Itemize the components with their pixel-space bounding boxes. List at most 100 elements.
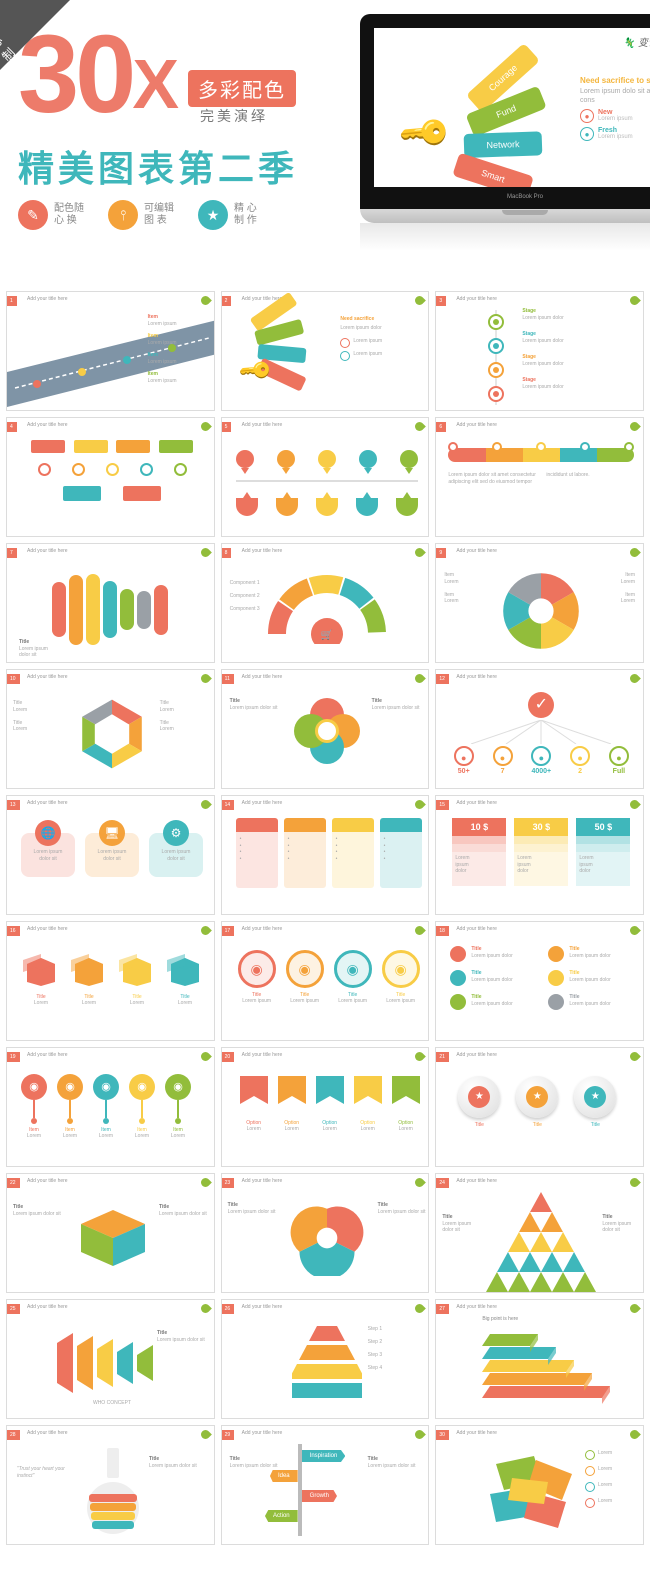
thumb-tab: 15 bbox=[436, 800, 449, 810]
feature-item: ✎ 配色随心 换 bbox=[18, 200, 86, 230]
thumb-tab: 14 bbox=[222, 800, 235, 810]
thumb-tab: 19 bbox=[7, 1052, 20, 1062]
slide-thumb-9[interactable]: 9 Add your title here ItemLoremItemLorem… bbox=[435, 543, 644, 663]
leaf-icon bbox=[628, 672, 641, 685]
leaf-icon bbox=[199, 924, 212, 937]
thumb-tab: 3 bbox=[436, 296, 446, 306]
slide-thumb-10[interactable]: 10 Add your title here TitleLoremTitleLo… bbox=[6, 669, 215, 789]
hero: 精心制作 30X 多彩配色 完美演绎 精美图表第二季 ✎ 配色随心 换 ⫯ 可编… bbox=[0, 0, 650, 285]
slide-thumb-16[interactable]: 16 Add your title here TitleLoremTitleLo… bbox=[6, 921, 215, 1041]
thumb-tab: 6 bbox=[436, 422, 446, 432]
screen-side-text: Need sacrifice to su Lorem ipsum dolo si… bbox=[580, 76, 650, 141]
slide-thumb-25[interactable]: 25 Add your title here WHO CONCEPT Title… bbox=[6, 1299, 215, 1419]
leaf-icon bbox=[199, 672, 212, 685]
thumb-tab: 7 bbox=[7, 548, 17, 558]
thumb-tab: 18 bbox=[436, 926, 449, 936]
leaf-icon bbox=[628, 798, 641, 811]
slide-thumb-27[interactable]: 27 Add your title here Big point is here bbox=[435, 1299, 644, 1419]
side-item-icon: ● bbox=[580, 127, 594, 141]
slide-thumb-28[interactable]: 28 Add your title here "Trust your heart… bbox=[6, 1425, 215, 1545]
thumb-title: Add your title here bbox=[27, 926, 68, 932]
thumb-title: Add your title here bbox=[456, 548, 497, 554]
slide-thumb-21[interactable]: 21 Add your title here ★Title★Title★Titl… bbox=[435, 1047, 644, 1167]
thumb-tab: 30 bbox=[436, 1430, 449, 1440]
thumb-title: Add your title here bbox=[456, 1052, 497, 1058]
key-tag: Network bbox=[464, 131, 543, 158]
side-item: ● NewLorem ipsum bbox=[580, 109, 650, 123]
slide-thumb-17[interactable]: 17 Add your title here ◉TitleLorem ipsum… bbox=[221, 921, 430, 1041]
leaf-icon bbox=[199, 294, 212, 307]
laptop-mock: 🦎 变色龙 CourageFundNetworkSmart 🔑 Need sac… bbox=[360, 14, 650, 251]
slide-thumb-2[interactable]: 2 Add your title here 🔑 Need sacrifice L… bbox=[221, 291, 430, 411]
leaf-icon bbox=[199, 546, 212, 559]
slide-thumb-19[interactable]: 19 Add your title here ◉ItemLorem◉ItemLo… bbox=[6, 1047, 215, 1167]
leaf-icon bbox=[199, 798, 212, 811]
corner-ribbon: 精心制作 bbox=[0, 0, 70, 70]
slide-thumb-1[interactable]: 1 Add your title here ItemLorem ipsumIte… bbox=[6, 291, 215, 411]
leaf-icon bbox=[628, 294, 641, 307]
laptop-reflection bbox=[360, 223, 650, 251]
slide-thumb-30[interactable]: 30 Add your title here LoremLoremLoremLo… bbox=[435, 1425, 644, 1545]
laptop-label: MacBook Pro bbox=[507, 194, 543, 200]
feature-item: ⫯ 可编辑图 表 bbox=[108, 200, 176, 230]
leaf-icon bbox=[413, 1050, 426, 1063]
slide-thumb-4[interactable]: 4 Add your title here bbox=[6, 417, 215, 537]
slide-thumb-8[interactable]: 8 Add your title here 🛒 Component 1Compo… bbox=[221, 543, 430, 663]
slide-thumb-23[interactable]: 23 Add your title here TitleLorem ipsum … bbox=[221, 1173, 430, 1293]
side-item: ● FreshLorem ipsum bbox=[580, 127, 650, 141]
thumb-tab: 22 bbox=[7, 1178, 20, 1188]
thumb-title: Add your title here bbox=[456, 674, 497, 680]
feature-item: ★ 精 心制 作 bbox=[198, 200, 266, 230]
thumb-title: Add your title here bbox=[242, 926, 283, 932]
thumb-title: Add your title here bbox=[242, 674, 283, 680]
leaf-icon bbox=[413, 1302, 426, 1315]
thumb-tab: 9 bbox=[436, 548, 446, 558]
thumb-tab: 28 bbox=[7, 1430, 20, 1440]
leaf-icon bbox=[413, 1428, 426, 1441]
side-blurb: Lorem ipsum dolo sit amet cons bbox=[580, 87, 650, 105]
slide-thumb-7[interactable]: 7 Add your title here TitleLorem ipsum d… bbox=[6, 543, 215, 663]
hero-subtitle: 精美图表第二季 bbox=[18, 140, 298, 192]
feature-text: 配色随心 换 bbox=[54, 203, 86, 227]
thumb-tab: 4 bbox=[7, 422, 17, 432]
slide-thumb-29[interactable]: 29 Add your title here InspirationIdeaGr… bbox=[221, 1425, 430, 1545]
thumb-title: Add your title here bbox=[27, 1052, 68, 1058]
feature-icon: ★ bbox=[198, 200, 228, 230]
slide-thumb-6[interactable]: 6 Add your title here Lorem ipsum dolor … bbox=[435, 417, 644, 537]
brand-logo: 🦎 变色龙 bbox=[623, 34, 650, 49]
slide-thumb-18[interactable]: 18 Add your title here TitleLorem ipsum … bbox=[435, 921, 644, 1041]
thumb-tab: 29 bbox=[222, 1430, 235, 1440]
leaf-icon bbox=[413, 672, 426, 685]
leaf-icon bbox=[628, 1428, 641, 1441]
leaf-icon bbox=[199, 420, 212, 433]
thumb-title: Add your title here bbox=[242, 1052, 283, 1058]
slide-thumb-13[interactable]: 13 Add your title here 🌐Lorem ipsumdolor… bbox=[6, 795, 215, 915]
feature-text: 精 心制 作 bbox=[234, 203, 266, 227]
thumb-title: Add your title here bbox=[456, 800, 497, 806]
key-icon: 🔑 bbox=[396, 105, 454, 163]
feature-icon: ⫯ bbox=[108, 200, 138, 230]
thumb-tab: 23 bbox=[222, 1178, 235, 1188]
slide-thumb-3[interactable]: 3 Add your title here StageLorem ipsum d… bbox=[435, 291, 644, 411]
thumb-title: Add your title here bbox=[27, 1178, 68, 1184]
leaf-icon bbox=[199, 1176, 212, 1189]
leaf-icon bbox=[628, 924, 641, 937]
thumb-title: Add your title here bbox=[456, 422, 497, 428]
slide-thumb-22[interactable]: 22 Add your title here TitleLorem ipsum … bbox=[6, 1173, 215, 1293]
slide-thumb-14[interactable]: 14 Add your title here •••••••••••••••• bbox=[221, 795, 430, 915]
thumb-title: Add your title here bbox=[27, 548, 68, 554]
slide-thumb-12[interactable]: 12 Add your title here ✓ ●50+●7●4000+●2●… bbox=[435, 669, 644, 789]
slide-thumb-24[interactable]: 24 Add your title here TitleLorem ipsum … bbox=[435, 1173, 644, 1293]
thumb-tab: 1 bbox=[7, 296, 17, 306]
leaf-icon bbox=[628, 420, 641, 433]
slide-thumb-5[interactable]: 5 Add your title here bbox=[221, 417, 430, 537]
thumb-title: Add your title here bbox=[456, 926, 497, 932]
slide-thumb-26[interactable]: 26 Add your title here Step 1Step 2Step … bbox=[221, 1299, 430, 1419]
slide-thumb-15[interactable]: 15 Add your title here 10 $Loremipsumdol… bbox=[435, 795, 644, 915]
slide-thumb-20[interactable]: 20 Add your title here OptionLoremOption… bbox=[221, 1047, 430, 1167]
thumb-title: Add your title here bbox=[242, 548, 283, 554]
side-heading: Need sacrifice to su bbox=[580, 76, 650, 85]
slide-thumb-11[interactable]: 11 Add your title here TitleLorem ipsum … bbox=[221, 669, 430, 789]
perfect-text: 完美演绎 bbox=[200, 106, 268, 126]
thumb-title: Add your title here bbox=[27, 800, 68, 806]
